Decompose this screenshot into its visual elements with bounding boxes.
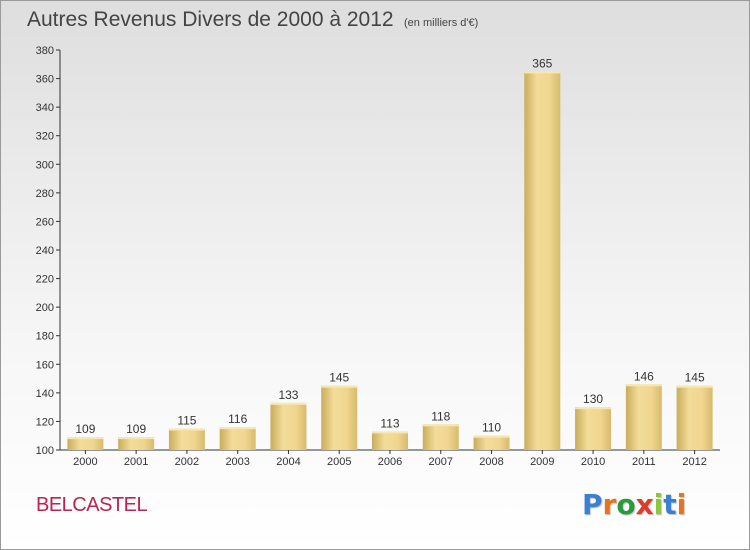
x-tick-label: 2004 xyxy=(276,456,300,468)
bar xyxy=(270,402,307,450)
bar xyxy=(422,424,459,450)
y-tick-label: 260 xyxy=(36,216,54,228)
x-tick-label: 2006 xyxy=(378,456,402,468)
x-tick-label: 2010 xyxy=(581,456,605,468)
brand-logo: Proxiti xyxy=(582,488,686,521)
bar-value-label: 116 xyxy=(228,412,247,426)
commune-name: BELCASTEL xyxy=(36,494,148,516)
y-tick-label: 240 xyxy=(36,245,54,257)
bar-top-highlight xyxy=(67,437,104,440)
brand-logo-letter: o xyxy=(616,488,636,521)
bar-top-highlight xyxy=(219,427,256,430)
y-tick-label: 200 xyxy=(36,302,54,314)
brand-logo-letter: P xyxy=(582,488,603,521)
chart-title: Autres Revenus Divers de 2000 à 2012 xyxy=(27,8,394,31)
bar xyxy=(118,437,155,450)
y-tick-label: 360 xyxy=(36,74,54,86)
bar-top-highlight xyxy=(473,435,510,438)
bar-top-highlight xyxy=(524,71,561,74)
chart-title-block: Autres Revenus Divers de 2000 à 2012 (en… xyxy=(27,8,478,32)
x-tick-label: 2003 xyxy=(225,456,249,468)
y-tick-label: 160 xyxy=(36,359,54,371)
y-tick-label: 380 xyxy=(36,45,54,57)
bar xyxy=(168,428,205,450)
bar-top-highlight xyxy=(422,424,459,427)
bar-value-label: 109 xyxy=(75,422,95,436)
bar-value-label: 133 xyxy=(278,388,298,402)
x-tick-label: 2008 xyxy=(479,456,503,468)
x-tick-label: 2011 xyxy=(632,456,656,468)
bar-top-highlight xyxy=(118,437,155,440)
bar xyxy=(321,385,358,450)
bar-value-label: 115 xyxy=(177,414,196,428)
y-tick-label: 120 xyxy=(36,416,54,428)
bar-value-label: 113 xyxy=(380,416,399,430)
bar xyxy=(219,427,256,450)
brand-logo-letter: i xyxy=(653,488,664,521)
y-tick-label: 140 xyxy=(36,388,54,400)
bar-value-label: 118 xyxy=(431,409,450,423)
bar xyxy=(625,384,662,450)
bar-top-highlight xyxy=(270,402,307,405)
bar xyxy=(473,435,510,450)
x-tick-label: 2009 xyxy=(530,456,554,468)
brand-logo-letter: t xyxy=(663,488,677,521)
y-tick-label: 340 xyxy=(36,102,54,114)
brand-logo-letter: x xyxy=(635,488,654,521)
y-tick-label: 300 xyxy=(36,159,54,171)
bar-top-highlight xyxy=(168,428,205,431)
chart-subtitle: (en milliers d'€) xyxy=(404,17,479,29)
bar-value-label: 145 xyxy=(329,371,349,385)
y-tick-label: 180 xyxy=(36,331,54,343)
x-tick-label: 2005 xyxy=(327,456,351,468)
x-tick-label: 2002 xyxy=(175,456,199,468)
x-tick-label: 2001 xyxy=(124,456,148,468)
brand-logo-letter: r xyxy=(602,488,617,521)
bar xyxy=(67,437,104,450)
bar xyxy=(524,71,561,450)
y-tick-label: 280 xyxy=(36,188,54,200)
bar-top-highlight xyxy=(575,407,612,410)
bar xyxy=(372,431,408,450)
bar-value-label: 145 xyxy=(685,371,705,385)
bar-top-highlight xyxy=(625,384,662,387)
bar-value-label: 110 xyxy=(482,421,501,435)
y-tick-label: 100 xyxy=(36,445,54,457)
y-tick-label: 220 xyxy=(36,274,54,286)
bar-value-label: 146 xyxy=(634,369,654,383)
bar-value-label: 130 xyxy=(583,392,603,406)
bar xyxy=(676,385,713,450)
bar-value-label: 109 xyxy=(126,422,146,436)
x-tick-label: 2012 xyxy=(682,456,706,468)
bar-value-label: 365 xyxy=(532,56,552,70)
brand-logo-letter: i xyxy=(676,488,687,521)
x-tick-label: 2007 xyxy=(429,456,453,468)
y-tick-label: 320 xyxy=(36,131,54,143)
bar-top-highlight xyxy=(372,431,408,434)
bar xyxy=(575,407,612,450)
bar-top-highlight xyxy=(321,385,358,388)
x-tick-label: 2000 xyxy=(73,456,97,468)
bar-top-highlight xyxy=(676,385,713,388)
